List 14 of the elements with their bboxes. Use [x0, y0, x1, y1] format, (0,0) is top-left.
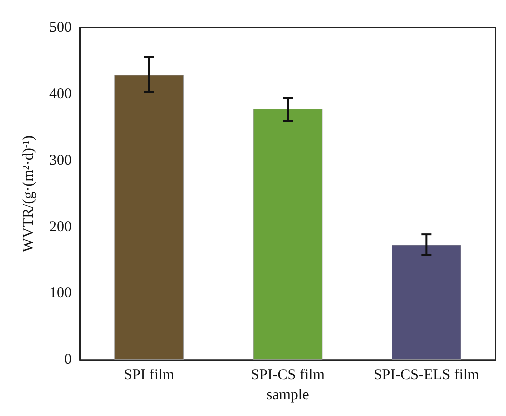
y-tick-label: 300 [50, 152, 72, 169]
bar [392, 245, 462, 360]
y-tick-label: 100 [50, 286, 72, 302]
x-tick-label: SPI film [124, 368, 175, 384]
y-tick-label: 500 [50, 20, 72, 36]
y-axis-title: WVTR/(g·(m2·d)-1) [21, 136, 38, 253]
y-tick-label: 0 [64, 352, 72, 368]
y-tick-label: 200 [50, 219, 72, 236]
bar [253, 109, 323, 360]
y-tick-label: 400 [50, 86, 72, 102]
bar [114, 75, 184, 360]
x-tick-label: SPI-CS-ELS film [374, 368, 480, 384]
x-tick-label: SPI-CS film [251, 368, 326, 384]
x-axis-title: sample [266, 388, 310, 404]
